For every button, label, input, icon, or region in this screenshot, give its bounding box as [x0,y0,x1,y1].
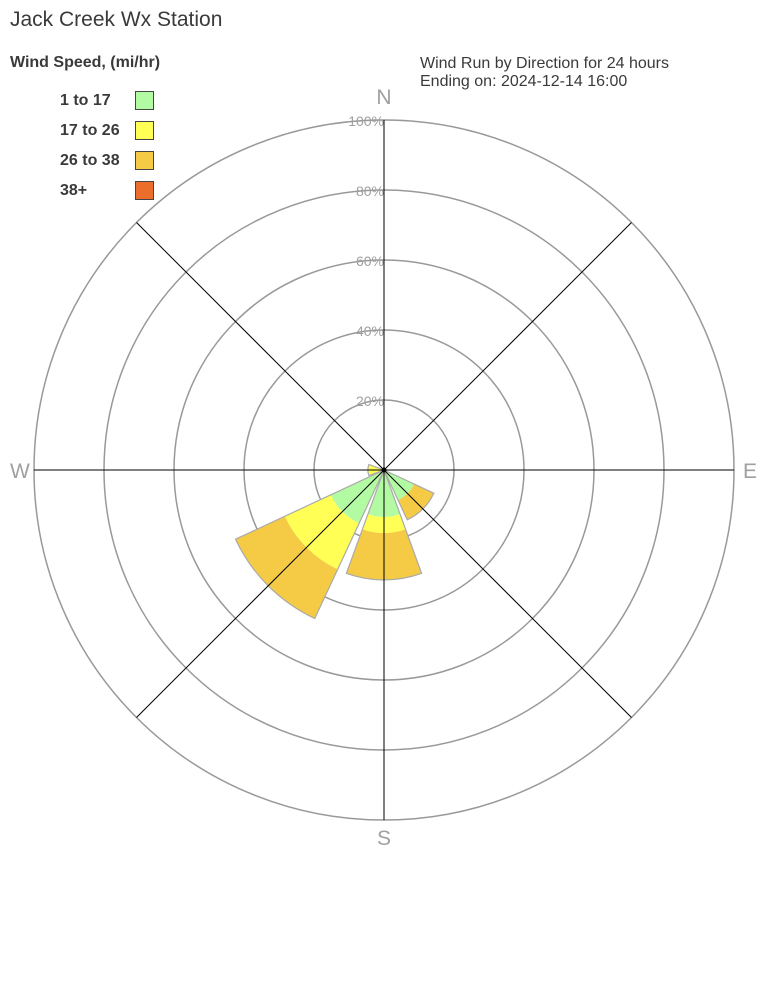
spoke-line [383,222,632,471]
legend-label: 26 to 38 [60,152,120,169]
radial-tick-label: 60% [356,253,384,269]
spoke-line [136,469,385,718]
legend-item: 26 to 38 [60,148,160,178]
compass-label-n: N [376,86,391,109]
legend-swatch [135,181,154,200]
legend-label: 17 to 26 [60,122,120,139]
compass-label-w: W [10,460,30,483]
chart-subtitle: Wind Run by Direction for 24 hours Endin… [420,55,669,91]
legend-title: Wind Speed, (mi/hr) [10,54,161,71]
legend-label: 38+ [60,182,88,199]
radial-tick-label: 40% [356,323,384,339]
legend-label: 1 to 17 [60,92,111,109]
legend-item: 1 to 17 [60,88,160,118]
radial-tick-label: 20% [356,393,384,409]
spoke-line [136,222,385,471]
subtitle-line-1: Wind Run by Direction for 24 hours [420,55,669,72]
chart-title: Jack Creek Wx Station [10,8,223,31]
radial-tick-label: 100% [348,113,384,129]
legend-item: 38+ [60,178,160,208]
compass-label-e: E [743,460,757,483]
legend-swatch [135,121,154,140]
compass-label-s: S [377,827,391,850]
subtitle-line-2: Ending on: 2024-12-14 16:00 [420,73,628,90]
spoke-line [383,469,632,718]
legend: 1 to 17 17 to 26 26 to 38 38+ [60,88,160,208]
legend-swatch [135,91,154,110]
legend-swatch [135,151,154,170]
legend-item: 17 to 26 [60,118,160,148]
radial-tick-label: 80% [356,183,384,199]
center-point [381,467,387,473]
